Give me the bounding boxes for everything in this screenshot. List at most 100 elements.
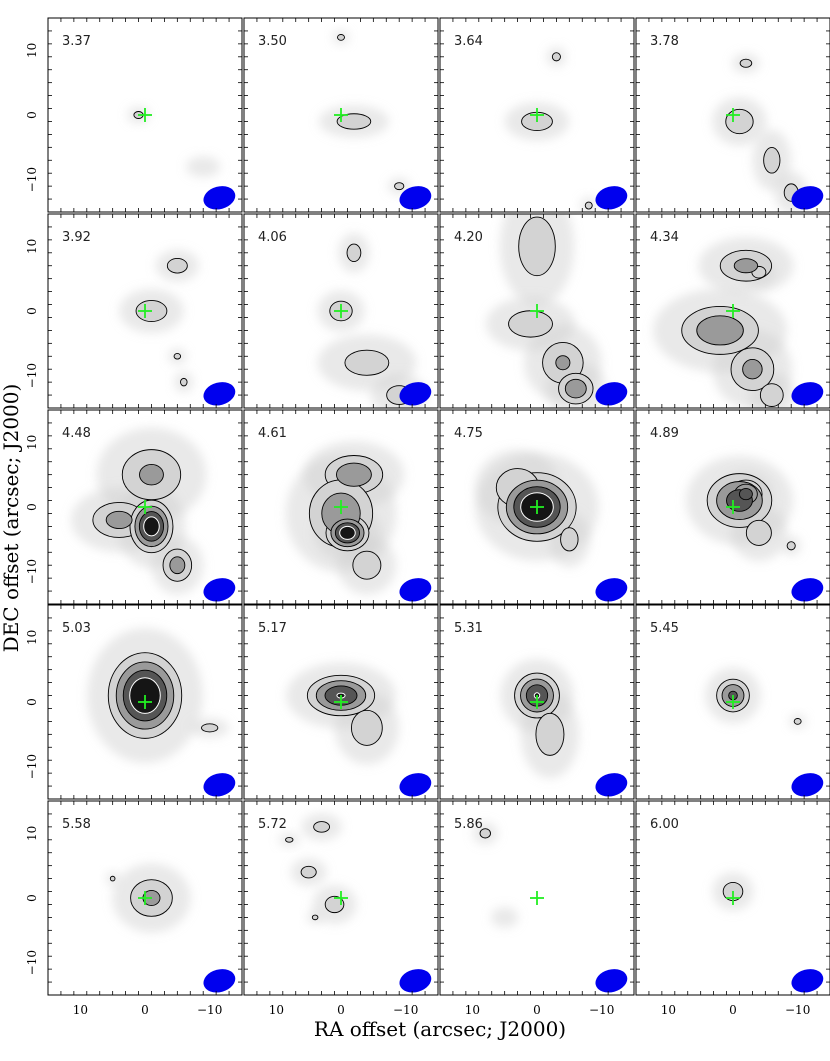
channel-panel: 4.48 10 0 −10	[25, 409, 243, 605]
panel-velocity-label: 5.03	[62, 621, 91, 636]
y-tick-label: 0	[25, 698, 39, 706]
channel-panel: 6.00 10 0 −10	[635, 800, 830, 1017]
panel-frame	[47, 800, 243, 996]
source-position-marker	[726, 891, 740, 905]
source-position-marker	[530, 891, 544, 905]
emission-contour	[739, 58, 753, 68]
x-tick-label: 0	[533, 1003, 541, 1017]
channel-panel: 4.89	[635, 409, 830, 605]
panel-velocity-label: 5.86	[454, 817, 483, 832]
emission-contour	[139, 463, 164, 486]
channel-panel: 5.31	[439, 604, 635, 800]
emission-contour	[742, 358, 763, 380]
source-position-marker	[726, 108, 740, 122]
y-tick-label: 0	[25, 307, 39, 315]
emission-map	[317, 233, 432, 408]
emission-contour	[105, 510, 133, 530]
emission-map	[485, 214, 628, 408]
source-position-marker	[530, 108, 544, 122]
panel-velocity-label: 4.20	[454, 230, 483, 245]
emission-map	[286, 662, 432, 797]
emission-map	[685, 455, 824, 602]
channel-panel: 5.86 10 0 −10	[439, 800, 635, 1017]
channel-panel: 4.75	[439, 409, 635, 605]
emission-map	[87, 628, 236, 797]
y-tick-label: −10	[25, 559, 39, 584]
emission-contour	[285, 837, 294, 843]
y-tick-label: −10	[25, 363, 39, 388]
source-position-marker	[530, 304, 544, 318]
y-tick-label: −10	[25, 950, 39, 975]
emission-contour	[180, 377, 188, 387]
panel-velocity-label: 3.50	[258, 34, 287, 49]
emission-contour	[344, 349, 390, 376]
x-tick-label: −10	[197, 1003, 222, 1017]
channel-panel: 4.34	[635, 213, 830, 409]
beam-ellipse	[399, 382, 432, 406]
emission-contour	[725, 108, 754, 135]
emission-map	[127, 106, 236, 210]
panel-velocity-label: 5.31	[454, 621, 483, 636]
x-axis-label: RA offset (arcsec; J2000)	[314, 1017, 566, 1041]
x-tick-label: −10	[393, 1003, 418, 1017]
emission-contour	[584, 201, 593, 210]
x-tick-label: −10	[589, 1003, 614, 1017]
source-position-marker	[138, 500, 152, 514]
emission-map	[500, 658, 628, 797]
beam-ellipse	[791, 578, 824, 602]
source-position-marker	[138, 695, 152, 709]
beam-ellipse	[203, 578, 236, 602]
panel-velocity-label: 6.00	[650, 817, 679, 832]
panel-velocity-label: 4.34	[650, 230, 679, 245]
emission-haze	[491, 907, 519, 928]
x-tick-label: 0	[337, 1003, 345, 1017]
emission-contour	[300, 865, 317, 879]
emission-contour	[759, 383, 784, 407]
beam-ellipse	[791, 186, 824, 210]
panel-frame	[47, 17, 243, 213]
panel-frame	[47, 213, 243, 409]
x-tick-label: 0	[729, 1003, 737, 1017]
emission-map	[285, 441, 432, 602]
emission-contour	[763, 147, 781, 174]
panel-frame	[47, 604, 243, 800]
channel-panel: 4.20	[439, 213, 635, 409]
beam-ellipse	[203, 186, 236, 210]
source-position-marker	[530, 500, 544, 514]
channel-panel: 4.61	[243, 409, 439, 605]
emission-contour	[479, 828, 491, 839]
beam-ellipse	[595, 186, 628, 210]
x-tick-label: 10	[269, 1003, 284, 1017]
panel-velocity-label: 3.37	[62, 34, 91, 49]
y-axis-label: DEC offset (arcsec; J2000)	[0, 384, 23, 653]
beam-ellipse	[595, 969, 628, 993]
emission-contour	[793, 718, 802, 725]
source-position-marker	[138, 304, 152, 318]
emission-contour	[696, 315, 744, 346]
beam-ellipse	[399, 773, 432, 797]
channel-panel: 3.37 10 0 −10	[25, 17, 243, 213]
emission-contour	[508, 310, 553, 338]
emission-contour	[560, 527, 579, 552]
beam-ellipse	[203, 773, 236, 797]
emission-haze	[186, 156, 221, 177]
channel-panel: 5.17	[243, 604, 439, 800]
panel-frame	[243, 604, 439, 800]
beam-ellipse	[595, 382, 628, 406]
beam-ellipse	[791, 382, 824, 406]
y-tick-label: 10	[25, 239, 39, 254]
panel-velocity-label: 5.17	[258, 621, 287, 636]
panel-velocity-label: 3.78	[650, 34, 679, 49]
channel-panel: 5.58 10 0 −10 10 0 −10	[25, 800, 243, 1017]
panel-frame	[439, 409, 635, 605]
y-tick-label: 10	[25, 630, 39, 645]
panel-frame	[635, 604, 830, 800]
panel-frame	[635, 213, 830, 409]
channel-panel: 3.50	[243, 17, 439, 213]
y-tick-label: 0	[25, 111, 39, 119]
panel-frame	[635, 409, 830, 605]
beam-ellipse	[203, 969, 236, 993]
channel-panel: 5.72 10 0 −10	[243, 800, 439, 1017]
source-position-marker	[334, 695, 348, 709]
